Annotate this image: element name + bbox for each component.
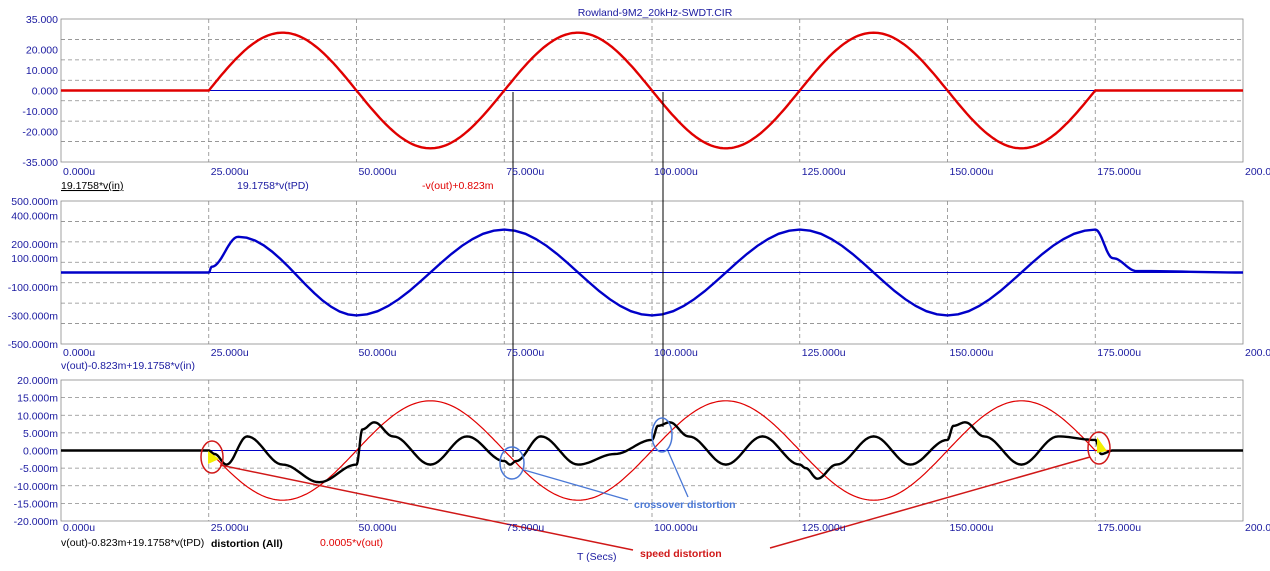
top-x-tick-label: 50.000u — [359, 166, 397, 178]
speed-circle-left — [200, 440, 224, 474]
speed-annotation: speed distortion — [640, 548, 722, 560]
bottom-x-tick-label: 50.000u — [359, 522, 397, 534]
middle-y-tick-label: 100.000m — [11, 253, 58, 265]
speed-pointer-left — [219, 464, 634, 551]
top-x-tick-label: 25.000u — [211, 166, 249, 178]
middle-x-tick-label: 75.000u — [506, 347, 544, 359]
middle-x-tick-label: 0.000u — [63, 347, 95, 359]
top-y-tick-label: -20.000 — [22, 126, 58, 138]
trace-label-middle-1: v(out)-0.823m+19.1758*v(in) — [61, 360, 195, 372]
top-y-tick-label: 0.000 — [32, 86, 58, 98]
traces — [61, 31, 1243, 501]
top-x-tick-label: 100.000u — [654, 166, 698, 178]
middle-x-tick-label: 50.000u — [359, 347, 397, 359]
middle-y-tick-label: -100.000m — [8, 282, 58, 294]
bottom-y-tick-label: 10.000m — [17, 410, 58, 422]
middle-x-tick-label: 175.000u — [1097, 347, 1141, 359]
crossover-circle-75u — [499, 446, 525, 480]
bottom-y-tick-label: 15.000m — [17, 393, 58, 405]
trace-label-bottom-3: 0.0005*v(out) — [320, 537, 383, 549]
bottom-x-tick-label: 200.000u — [1245, 522, 1270, 534]
bottom-trace-distortion-all- — [61, 421, 1243, 484]
crossover-pointer-right — [667, 450, 689, 498]
bottom-y-tick-label: -15.000m — [14, 498, 59, 510]
middle-x-tick-label: 25.000u — [211, 347, 249, 359]
bottom-y-tick-label: -10.000m — [14, 481, 59, 493]
top-x-tick-label: 75.000u — [506, 166, 544, 178]
trace-label-top-2: 19.1758*v(tPD) — [237, 180, 309, 192]
middle-y-tick-label: 200.000m — [11, 239, 58, 251]
bottom-x-tick-label: 0.000u — [63, 522, 95, 534]
trace-label-top-1: 19.1758*v(in) — [61, 180, 123, 192]
top-x-tick-label: 175.000u — [1097, 166, 1141, 178]
top-y-tick-label: 20.000 — [26, 45, 58, 57]
bottom-y-tick-label: -5.000m — [19, 463, 58, 475]
middle-trace-v-out-0-823m-19-1758-v-in- — [61, 228, 1243, 317]
annotation-markers: crossover distortion speed distortion — [200, 417, 1111, 560]
middle-x-tick-label: 125.000u — [802, 347, 846, 359]
top-y-tick-label: 35.000 — [26, 14, 58, 26]
middle-y-tick-label: -300.000m — [8, 310, 58, 322]
top-x-tick-label: 0.000u — [63, 166, 95, 178]
middle-x-tick-label: 100.000u — [654, 347, 698, 359]
trace-label-bottom-2: distortion (All) — [211, 538, 283, 550]
top-x-tick-label: 125.000u — [802, 166, 846, 178]
middle-x-tick-label: 200.000u — [1245, 347, 1270, 359]
bottom-y-tick-label: 20.000m — [17, 375, 58, 387]
crossover-circle-100u — [651, 417, 673, 453]
top-y-tick-label: -35.000 — [22, 157, 58, 169]
crossover-annotation: crossover distortion — [634, 499, 736, 511]
middle-y-tick-label: -500.000m — [8, 339, 58, 351]
top-x-tick-label: 150.000u — [950, 166, 994, 178]
bottom-x-tick-label: 100.000u — [654, 522, 698, 534]
speed-pointer-right — [769, 456, 1091, 549]
bottom-x-tick-label: 175.000u — [1097, 522, 1141, 534]
trace-label-bottom-1: v(out)-0.823m+19.1758*v(tPD) — [61, 537, 204, 549]
bottom-trace-0-0005-v-out- — [61, 400, 1243, 501]
top-trace--v-out-0-823m — [61, 31, 1243, 150]
top-y-tick-label: 10.000 — [26, 65, 58, 77]
x-axis-label: T (Secs) — [577, 551, 616, 563]
bottom-x-tick-label: 150.000u — [950, 522, 994, 534]
window-title: Rowland-9M2_20kHz-SWDT.CIR — [578, 7, 733, 19]
speed-highlight-left — [208, 451, 219, 464]
top-x-tick-label: 200.000u — [1245, 166, 1270, 178]
speed-circle-right — [1087, 431, 1111, 465]
bottom-y-tick-label: 5.000m — [23, 428, 58, 440]
bottom-x-tick-label: 125.000u — [802, 522, 846, 534]
top-y-tick-label: -10.000 — [22, 106, 58, 118]
tick-labels: 0.000u 25.000u 50.000u 75.000u 100.000u 125.0… — [8, 14, 1270, 534]
crossover-pointer-left — [523, 469, 629, 501]
middle-y-tick-label: 500.000m — [11, 196, 58, 208]
speed-highlight-right — [1097, 437, 1107, 453]
trace-label-top-3: -v(out)+0.823m — [422, 180, 494, 192]
bottom-x-tick-label: 75.000u — [506, 522, 544, 534]
middle-y-tick-label: 400.000m — [11, 210, 58, 222]
bottom-y-tick-label: 0.000m — [23, 446, 58, 458]
bottom-y-tick-label: -20.000m — [14, 516, 59, 528]
middle-x-tick-label: 150.000u — [950, 347, 994, 359]
bottom-x-tick-label: 25.000u — [211, 522, 249, 534]
